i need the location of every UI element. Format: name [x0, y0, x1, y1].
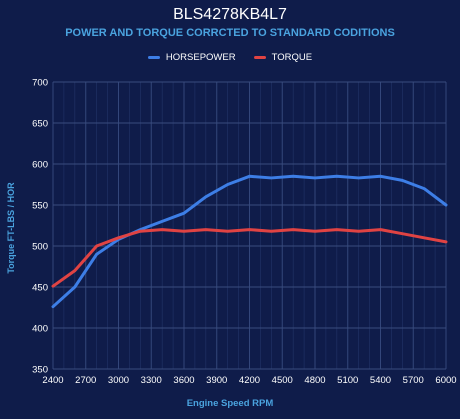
x-tick-label: 3300 [141, 375, 162, 386]
x-tick-label: 4500 [272, 375, 293, 386]
x-axis-label: Engine Speed RPM [186, 398, 274, 409]
chart-title: BLS4278KB4L7 [173, 6, 287, 23]
x-tick-label: 2700 [75, 375, 96, 386]
y-tick-label: 450 [32, 283, 48, 294]
chart-subtitle: POWER AND TORQUE CORRCTED TO STANDARD CO… [65, 27, 395, 39]
x-tick-label: 6000 [435, 375, 456, 386]
x-tick-label: 3600 [173, 375, 194, 386]
y-tick-label: 400 [32, 324, 48, 335]
legend-label-horsepower: HORSEPOWER [165, 52, 236, 63]
x-tick-label: 2400 [42, 375, 63, 386]
legend-item-horsepower[interactable]: HORSEPOWER [147, 52, 236, 63]
x-tick-label: 5100 [337, 375, 358, 386]
y-tick-label: 700 [32, 78, 48, 89]
x-tick-label: 3000 [108, 375, 129, 386]
series-line-torque [51, 228, 448, 288]
x-tick-label: 3900 [206, 375, 227, 386]
y-tick-label: 350 [32, 365, 48, 376]
legend-swatch-horsepower [147, 56, 160, 59]
x-tick-label: 4200 [239, 375, 260, 386]
legend-label-torque: TORQUE [271, 52, 313, 63]
x-tick-label: 5700 [403, 375, 424, 386]
y-tick-label: 550 [32, 201, 48, 212]
series-line-horsepower [51, 174, 448, 309]
chart-legend: HORSEPOWER TORQUE [0, 52, 460, 63]
x-tick-label: 4800 [304, 375, 325, 386]
y-tick-label: 600 [32, 160, 48, 171]
y-tick-label: 500 [32, 242, 48, 253]
legend-item-torque[interactable]: TORQUE [253, 52, 313, 63]
y-axis-label: Torque FT-LBS / HOR [6, 182, 16, 274]
legend-swatch-torque [253, 56, 266, 59]
y-tick-label: 650 [32, 119, 48, 130]
x-tick-label: 5400 [370, 375, 391, 386]
